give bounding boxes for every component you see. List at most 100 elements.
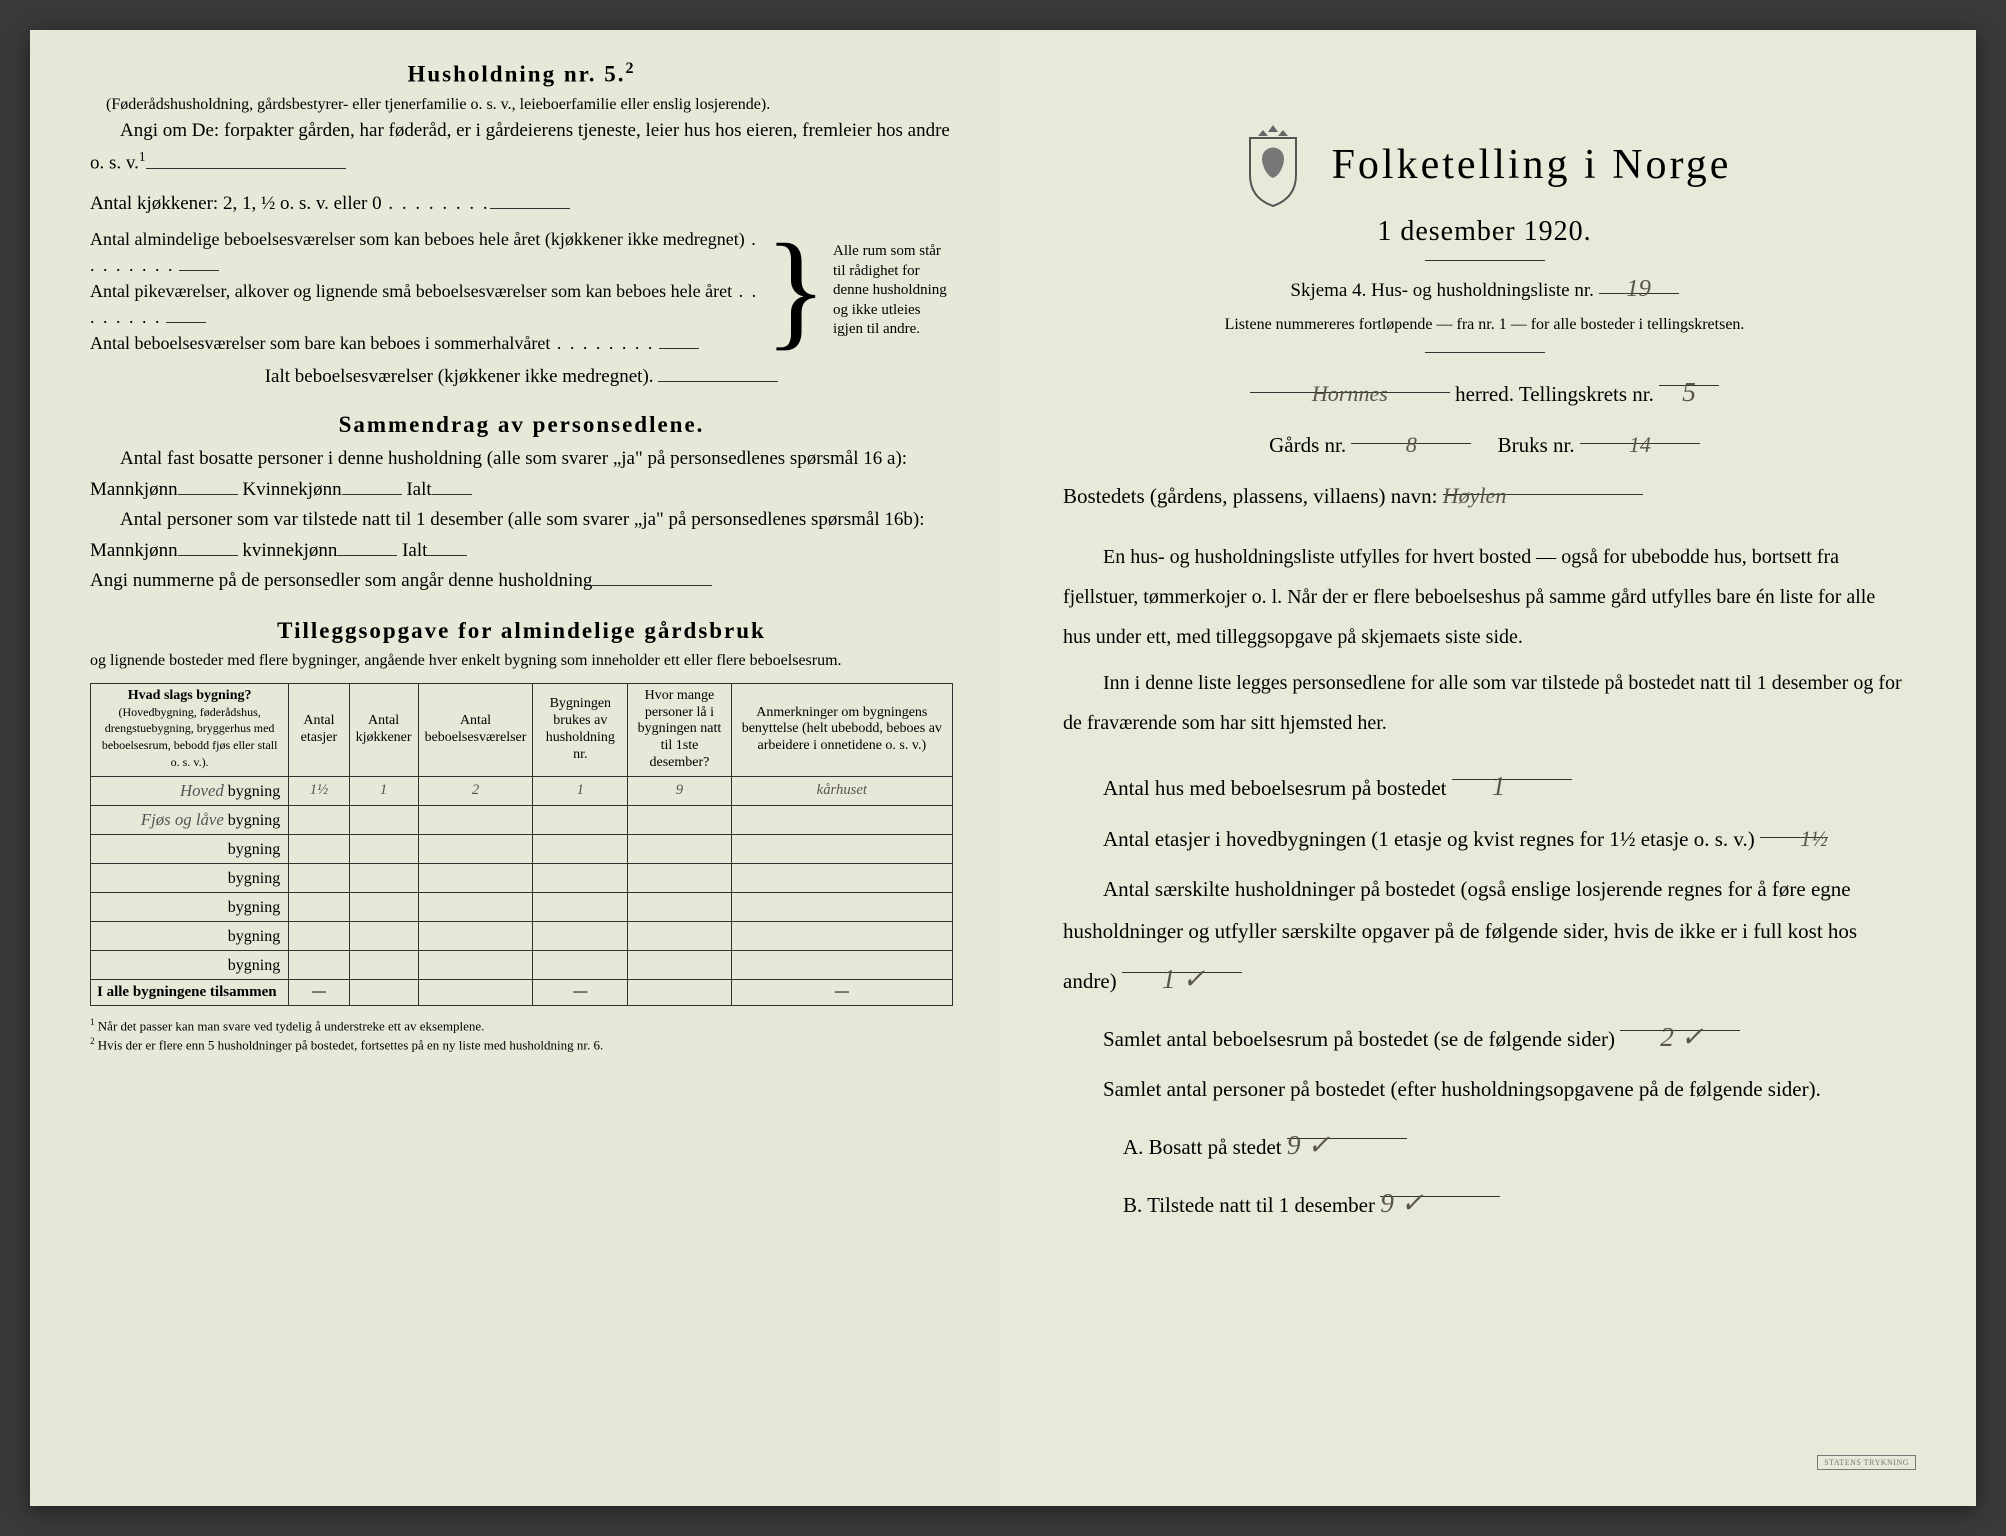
total-label: I alle bygningene tilsammen (91, 979, 289, 1005)
cell-hushold (533, 834, 628, 863)
field3: Antal særskilte husholdninger på bostede… (1063, 868, 1906, 1002)
cell-etasjer (289, 950, 349, 979)
cell-anm (731, 950, 952, 979)
blank (490, 190, 570, 209)
angi-line: Angi om De: forpakter gården, har føderå… (90, 116, 953, 179)
row-label: Hoved bygning (91, 776, 289, 805)
fn1: Når det passer kan man svare ved tydelig… (98, 1018, 485, 1033)
kjokken-text: Antal kjøkkener: 2, 1, ½ o. s. v. eller … (90, 193, 382, 214)
brace-l2: Antal pikeværelser, alkover og lignende … (90, 278, 759, 330)
cell-etasjer: 1½ (289, 776, 349, 805)
th3: Antal kjøkkener (349, 683, 418, 776)
table-row: bygning (91, 834, 953, 863)
cell-anm (731, 863, 952, 892)
cell-hushold (533, 863, 628, 892)
row-label: bygning (91, 863, 289, 892)
title-rule (1425, 260, 1545, 261)
cell-vaer (418, 950, 533, 979)
cell-etasjer (289, 892, 349, 921)
cell-anm (731, 805, 952, 834)
printer-stamp: STATENS TRYKNING (1817, 1455, 1916, 1470)
cell-hushold: 1 (533, 776, 628, 805)
household-title: Husholdning nr. 5.2 (90, 60, 953, 88)
krets-nr: 5 (1682, 377, 1696, 407)
ialt-line: Ialt beboelsesværelser (kjøkkener ikke m… (90, 362, 953, 392)
th4: Antal beboelsesværelser (418, 683, 533, 776)
cell-pers (628, 805, 731, 834)
cell-vaer (418, 892, 533, 921)
footnotes: 1 Når det passer kan man svare ved tydel… (90, 1016, 953, 1055)
tillegg-sub: og lignende bosteder med flere bygninger… (90, 650, 953, 672)
right-header: Folketelling i Norge 1 desember 1920. (1063, 120, 1906, 261)
blank (658, 363, 778, 382)
table-total-row: I alle bygningene tilsammen — — — (91, 979, 953, 1005)
cell-etasjer (289, 805, 349, 834)
brace-curly: } (759, 232, 833, 349)
table-row: bygning (91, 892, 953, 921)
table-row: Hoved bygning1½1219kårhuset (91, 776, 953, 805)
field5: Samlet antal personer på bostedet (efter… (1063, 1068, 1906, 1110)
cell-vaer: 2 (418, 776, 533, 805)
bosted-name: Høylen (1443, 483, 1507, 508)
cell-kjokken (349, 863, 418, 892)
household-paren: (Føderådshusholdning, gårdsbestyrer- ell… (90, 94, 953, 116)
ab-list: A. Bosatt på stedet 9 ✓ B. Tilstede natt… (1123, 1118, 1906, 1226)
table-row: bygning (91, 921, 953, 950)
cell-kjokken (349, 805, 418, 834)
brace-block: Antal almindelige beboelsesværelser som … (90, 226, 953, 356)
cell-kjokken: 1 (349, 776, 418, 805)
cell-kjokken (349, 921, 418, 950)
field4: Samlet antal beboelsesrum på bostedet (s… (1063, 1010, 1906, 1060)
cell-hushold (533, 950, 628, 979)
herred-line: Hornnes herred. Tellingskrets nr. 5 (1063, 365, 1906, 415)
ab-a-val: 9 ✓ (1287, 1130, 1330, 1160)
cell-vaer (418, 805, 533, 834)
ab-a: A. Bosatt på stedet 9 ✓ (1123, 1118, 1906, 1168)
main-title: Folketelling i Norge (1332, 141, 1732, 189)
bosted-line: Bostedets (gårdens, plassens, villaens) … (1063, 474, 1906, 517)
cell-etasjer (289, 863, 349, 892)
cell-anm (731, 921, 952, 950)
title-sup: 2 (625, 60, 635, 77)
sammen1: Antal fast bosatte personer i denne hush… (90, 444, 953, 505)
gards-line: Gårds nr. 8 Bruks nr. 14 (1063, 423, 1906, 466)
row-label: Fjøs og låve bygning (91, 805, 289, 834)
table-row: bygning (91, 863, 953, 892)
table-row: Fjøs og låve bygning (91, 805, 953, 834)
cell-pers (628, 921, 731, 950)
th6: Hvor mange personer lå i bygningen natt … (628, 683, 731, 776)
cell-vaer (418, 834, 533, 863)
building-table: Hvad slags bygning? (Hovedbygning, føder… (90, 683, 953, 1006)
listene-line: Listene nummereres fortløpende — fra nr.… (1063, 316, 1906, 334)
brace-left-col: Antal almindelige beboelsesværelser som … (90, 226, 759, 356)
cell-anm: kårhuset (731, 776, 952, 805)
cell-hushold (533, 921, 628, 950)
cell-kjokken (349, 892, 418, 921)
field2: Antal etasjer i hovedbygningen (1 etasje… (1063, 817, 1906, 860)
row-label: bygning (91, 892, 289, 921)
building-table-wrap: Hvad slags bygning? (Hovedbygning, føder… (90, 683, 953, 1006)
cell-pers (628, 834, 731, 863)
skjema-line: Skjema 4. Hus- og husholdningsliste nr. … (1063, 275, 1906, 302)
ab-b-val: 9 ✓ (1380, 1188, 1423, 1218)
cell-pers (628, 863, 731, 892)
right-page: Folketelling i Norge 1 desember 1920. Sk… (1003, 30, 1976, 1506)
gards-nr: 8 (1406, 432, 1417, 457)
th1: Hvad slags bygning? (Hovedbygning, føder… (91, 683, 289, 776)
cell-etasjer (289, 921, 349, 950)
field2-val: 1½ (1800, 826, 1828, 851)
document-spread: Husholdning nr. 5.2 (Føderådshusholdning… (30, 30, 1976, 1506)
field3-val: 1 ✓ (1162, 964, 1205, 994)
brace-l1: Antal almindelige beboelsesværelser som … (90, 226, 759, 278)
cell-vaer (418, 921, 533, 950)
sub-title: 1 desember 1920. (1063, 216, 1906, 248)
row-label: bygning (91, 834, 289, 863)
blank (146, 150, 346, 169)
angi-sup: 1 (139, 149, 146, 164)
coat-of-arms-icon (1238, 120, 1308, 210)
cell-anm (731, 834, 952, 863)
fn2: Hvis der er flere enn 5 husholdninger på… (98, 1038, 603, 1053)
field4-val: 2 ✓ (1660, 1022, 1703, 1052)
right-body: En hus- og husholdningsliste utfylles fo… (1063, 537, 1906, 743)
bruks-nr: 14 (1629, 432, 1651, 457)
